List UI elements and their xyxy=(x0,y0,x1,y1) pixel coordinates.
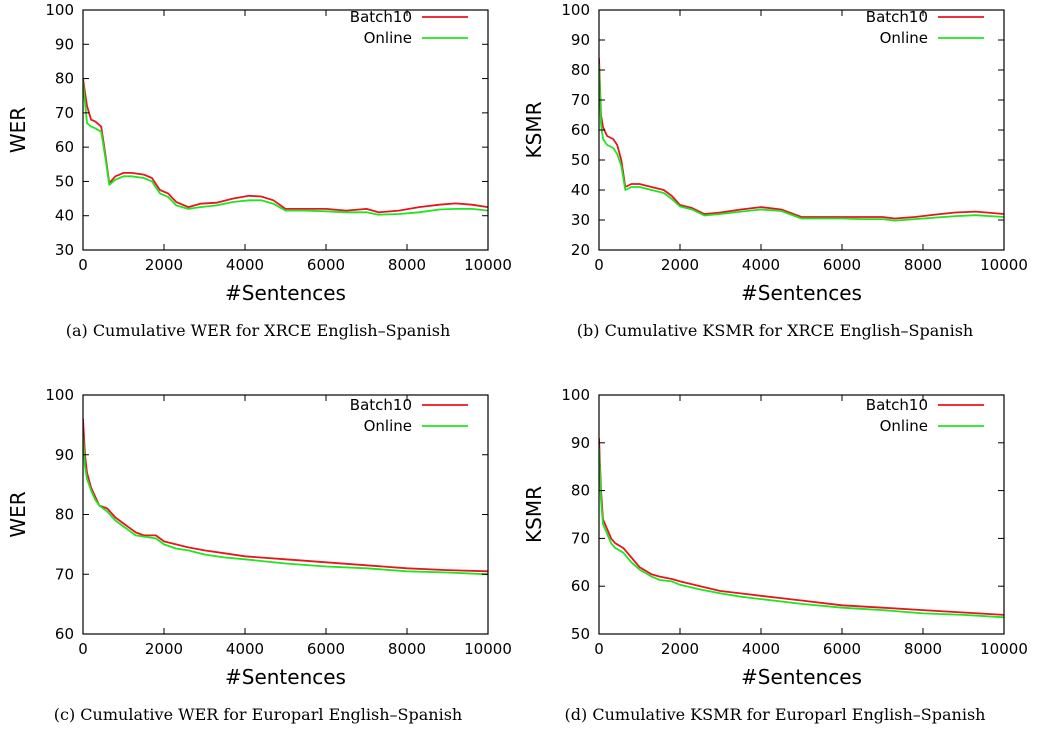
plot-frame xyxy=(82,394,489,635)
series-line-online xyxy=(599,63,1004,222)
y-tick-label: 90 xyxy=(571,434,590,452)
y-tick-label: 50 xyxy=(571,151,590,169)
legend-label-batch10: Batch10 xyxy=(350,8,412,26)
x-tick-label: 2000 xyxy=(145,640,183,658)
y-tick-label: 100 xyxy=(45,386,74,404)
y-axis-label: KSMR xyxy=(522,486,546,543)
x-tick-label: 0 xyxy=(78,256,88,274)
x-tick-label: 4000 xyxy=(226,640,264,658)
y-tick-label: 60 xyxy=(571,121,590,139)
x-tick-label: 0 xyxy=(594,640,604,658)
chart-panel-1: 0 2000 4000 6000 8000 10000 20 30 40 50 60 70 80 90 10… xyxy=(522,1,1028,340)
x-tick-label: 8000 xyxy=(904,256,942,274)
y-tick-label: 70 xyxy=(55,565,74,583)
x-tick-label: 4000 xyxy=(226,256,264,274)
panel-caption: (b) Cumulative KSMR for XRCE English–Spa… xyxy=(577,321,973,340)
series-line-batch10 xyxy=(83,418,488,573)
panel-caption: (a) Cumulative WER for XRCE English–Span… xyxy=(66,321,451,340)
y-tick-label: 100 xyxy=(561,1,590,19)
y-tick-label: 80 xyxy=(55,70,74,88)
y-tick-label: 70 xyxy=(571,529,590,547)
x-tick-label: 4000 xyxy=(742,640,780,658)
y-tick-label: 30 xyxy=(571,211,590,229)
x-tick-label: 10000 xyxy=(980,640,1028,658)
x-tick-label: 0 xyxy=(78,640,88,658)
series-line-batch10 xyxy=(83,78,488,214)
y-tick-label: 20 xyxy=(571,241,590,259)
y-axis-label: KSMR xyxy=(522,101,546,158)
x-tick-label: 10000 xyxy=(980,256,1028,274)
x-axis-label: #Sentences xyxy=(741,281,862,305)
x-tick-label: 0 xyxy=(594,256,604,274)
x-tick-label: 2000 xyxy=(661,256,699,274)
x-axis-label: #Sentences xyxy=(741,665,862,689)
series-line-online xyxy=(599,447,1004,619)
x-tick-label: 6000 xyxy=(307,640,345,658)
x-tick-label: 10000 xyxy=(464,256,512,274)
y-tick-label: 60 xyxy=(55,625,74,643)
y-tick-label: 50 xyxy=(55,172,74,190)
y-axis-label: WER xyxy=(6,107,30,153)
plot-frame xyxy=(82,9,489,251)
chart-panel-3: 0 2000 4000 6000 8000 10000 50 60 70 80 90 100 #Sent… xyxy=(522,386,1028,724)
y-tick-label: 90 xyxy=(55,446,74,464)
y-tick-label: 90 xyxy=(55,35,74,53)
y-tick-label: 60 xyxy=(571,577,590,595)
legend-label-online: Online xyxy=(364,29,412,47)
y-tick-label: 30 xyxy=(55,241,74,259)
chart-panel-2: 0 2000 4000 6000 8000 10000 60 70 80 90 100 #Senten… xyxy=(6,386,512,724)
chart-panel-0: 0 2000 4000 6000 8000 10000 30 40 50 60 70 80 90 100 #… xyxy=(6,1,512,340)
series-line-online xyxy=(83,436,488,576)
y-tick-label: 40 xyxy=(571,181,590,199)
y-tick-label: 40 xyxy=(55,207,74,225)
legend-label-batch10: Batch10 xyxy=(866,396,928,414)
x-tick-label: 6000 xyxy=(307,256,345,274)
x-axis-label: #Sentences xyxy=(225,665,346,689)
y-tick-label: 70 xyxy=(571,91,590,109)
x-tick-label: 8000 xyxy=(388,256,426,274)
x-tick-label: 2000 xyxy=(661,640,699,658)
x-tick-label: 6000 xyxy=(823,256,861,274)
x-tick-label: 4000 xyxy=(742,256,780,274)
x-tick-label: 8000 xyxy=(904,640,942,658)
legend-label-online: Online xyxy=(880,417,928,435)
y-tick-label: 50 xyxy=(571,625,590,643)
x-tick-label: 6000 xyxy=(823,640,861,658)
y-tick-label: 80 xyxy=(55,506,74,524)
legend-label-online: Online xyxy=(880,29,928,47)
panel-caption: (c) Cumulative WER for Europarl English–… xyxy=(54,705,462,724)
panel-caption: (d) Cumulative KSMR for Europarl English… xyxy=(565,705,986,724)
legend-label-online: Online xyxy=(364,417,412,435)
plot-frame xyxy=(598,394,1005,635)
y-tick-label: 80 xyxy=(571,61,590,79)
y-tick-label: 70 xyxy=(55,104,74,122)
y-tick-label: 60 xyxy=(55,138,74,156)
series-line-batch10 xyxy=(599,57,1004,220)
x-axis-label: #Sentences xyxy=(225,281,346,305)
y-axis-label: WER xyxy=(6,491,30,537)
x-tick-label: 2000 xyxy=(145,256,183,274)
legend-label-batch10: Batch10 xyxy=(866,8,928,26)
series-line-online xyxy=(83,81,488,216)
y-tick-label: 100 xyxy=(561,386,590,404)
legend-label-batch10: Batch10 xyxy=(350,396,412,414)
x-tick-label: 8000 xyxy=(388,640,426,658)
series-line-batch10 xyxy=(599,437,1004,616)
y-tick-label: 90 xyxy=(571,31,590,49)
y-tick-label: 80 xyxy=(571,482,590,500)
x-tick-label: 10000 xyxy=(464,640,512,658)
y-tick-label: 100 xyxy=(45,1,74,19)
